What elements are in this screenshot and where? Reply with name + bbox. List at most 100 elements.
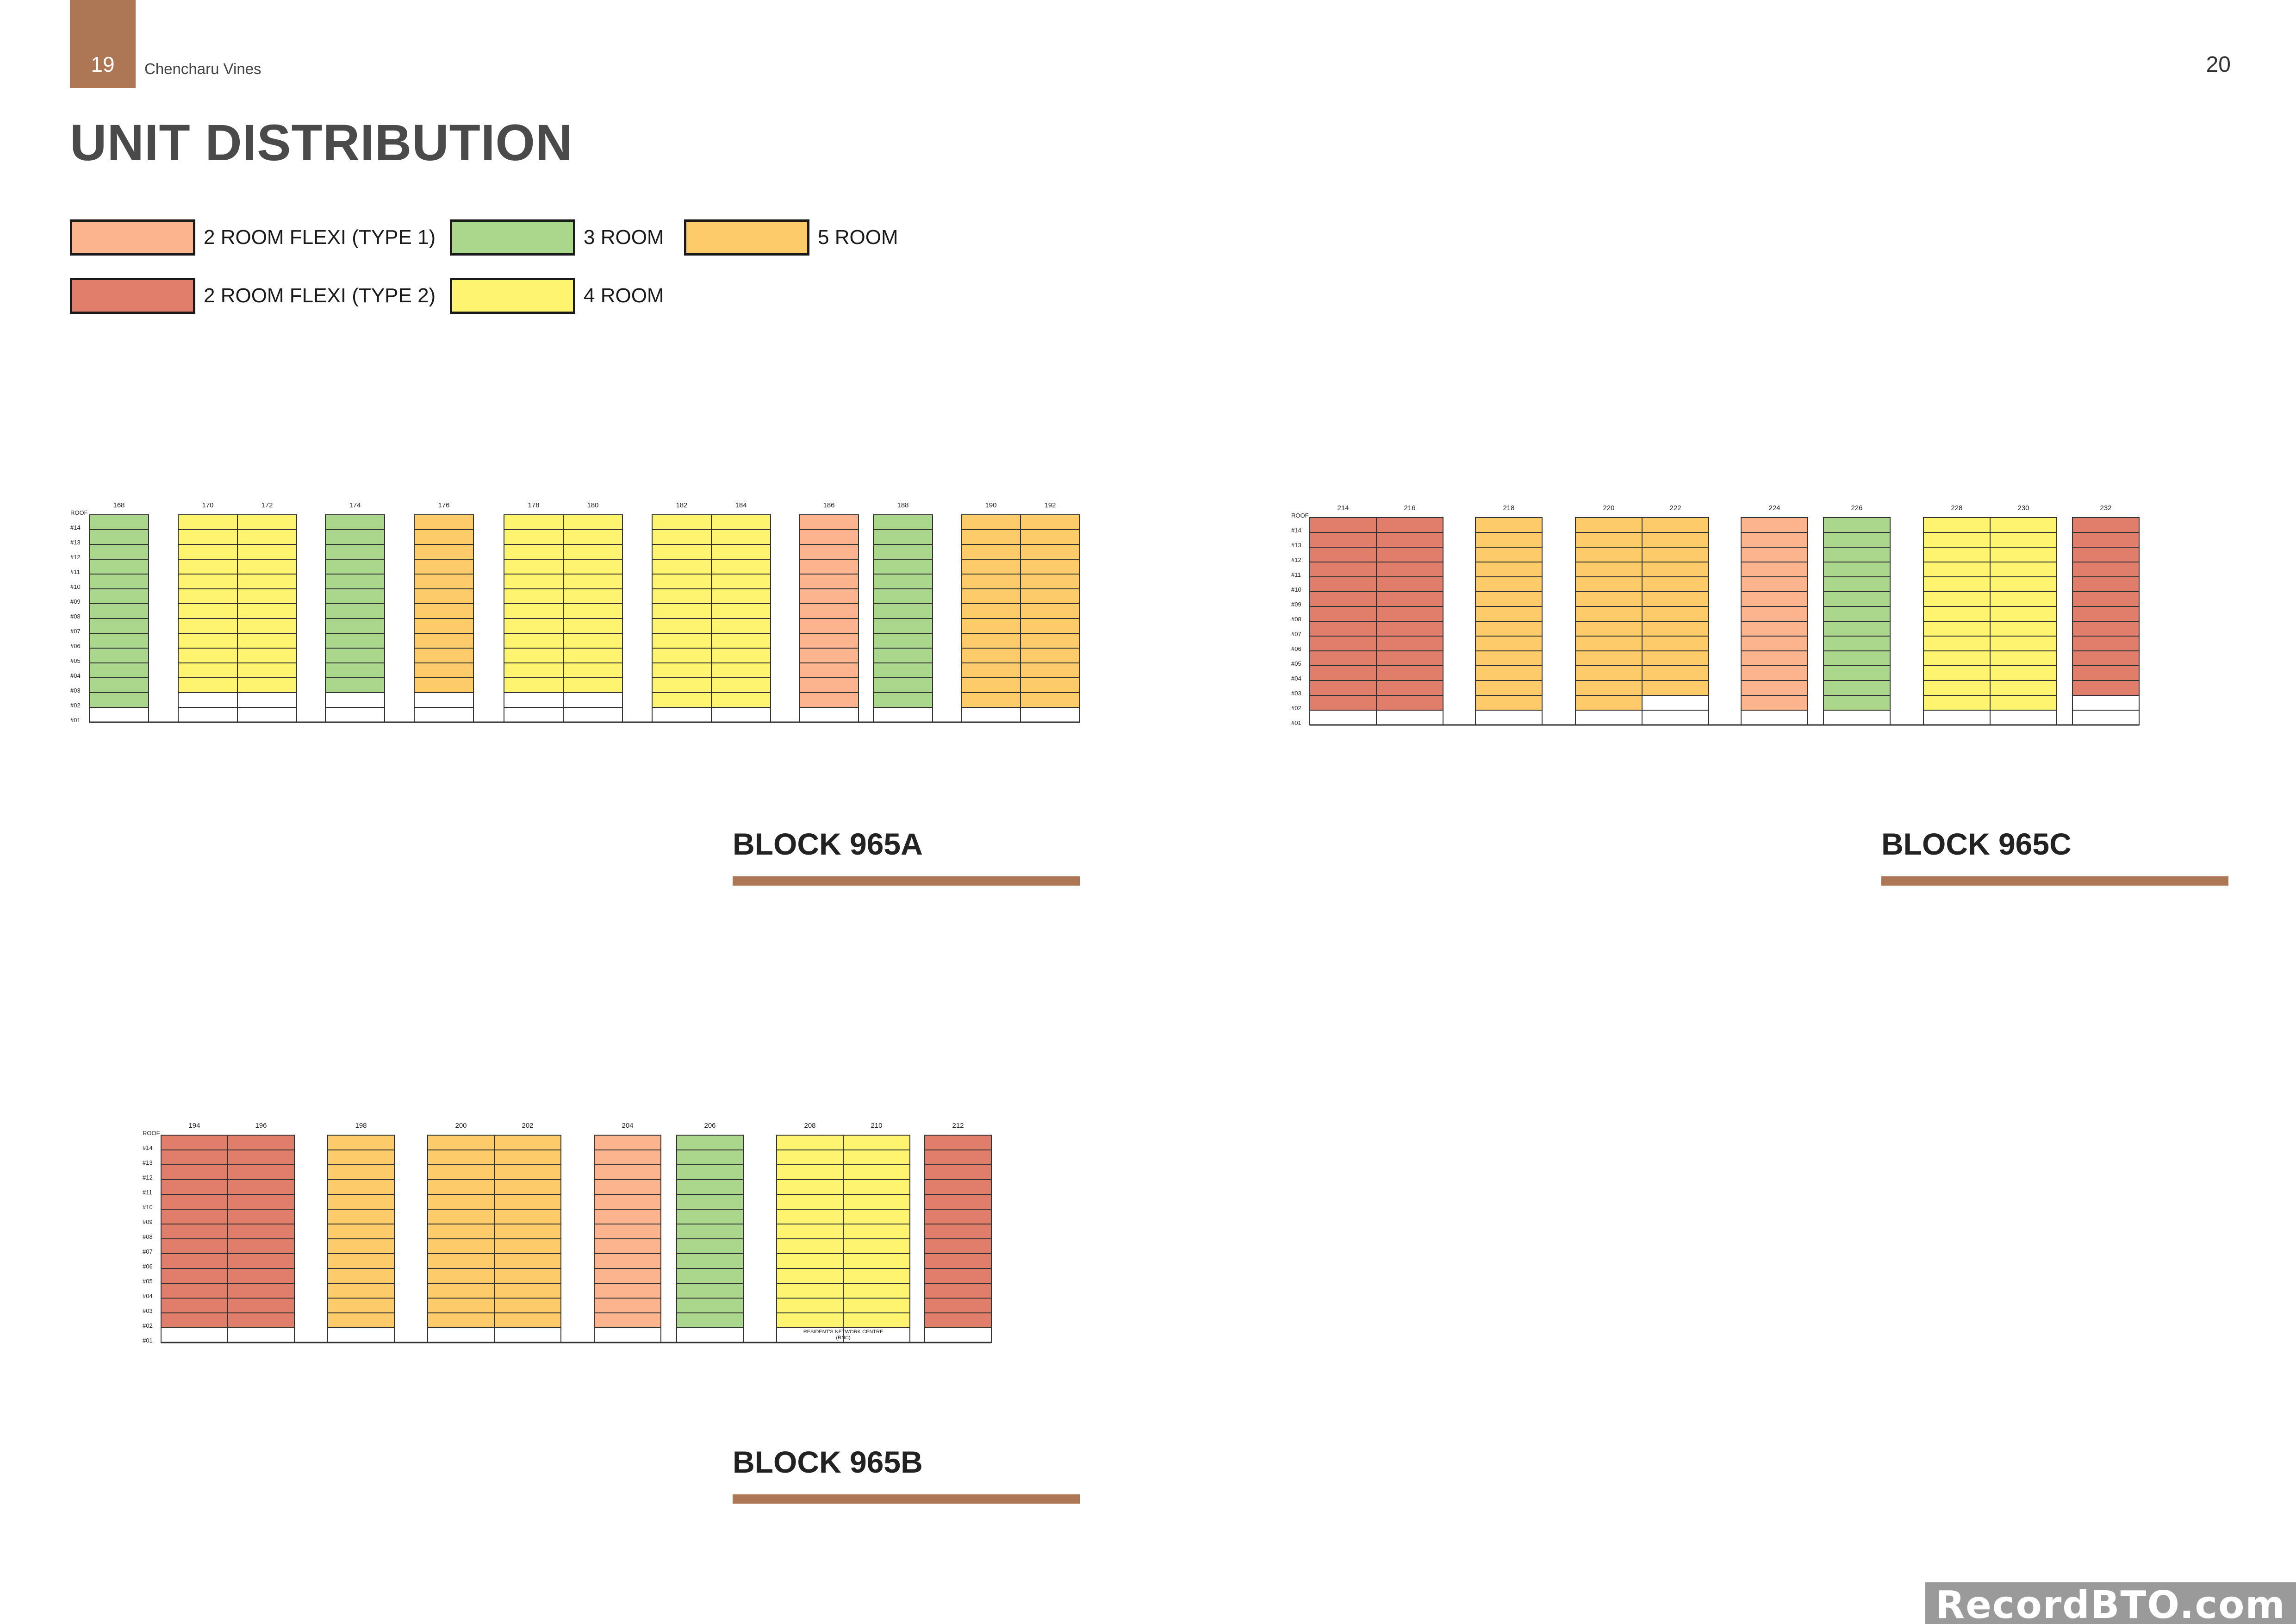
unit-cell	[414, 677, 474, 693]
unit-cell	[1376, 606, 1444, 622]
unit-cell	[1642, 650, 1709, 666]
unit-cell	[427, 1164, 495, 1180]
unit-cell	[1475, 576, 1543, 592]
unit-cell	[1020, 514, 1080, 530]
unit-cell	[1923, 636, 1991, 651]
unit-cell	[327, 1238, 395, 1254]
unit-cell	[427, 1209, 495, 1224]
unit-cell	[1020, 692, 1080, 708]
unit-cell	[1309, 636, 1377, 651]
unit-cell	[776, 1224, 844, 1239]
unit-cell	[799, 707, 859, 723]
unit-cell	[594, 1283, 661, 1299]
floor-label: #08	[70, 613, 81, 620]
floor-label: #14	[1291, 527, 1301, 534]
unit-cell	[178, 559, 238, 575]
floor-label: #02	[70, 702, 81, 709]
legend-swatch-5-room	[684, 219, 809, 256]
unit-cell	[652, 559, 712, 575]
unit-cell	[414, 574, 474, 589]
unit-cell	[1020, 677, 1080, 693]
unit-cell	[594, 1179, 661, 1195]
unit-cell	[563, 677, 623, 693]
unit-cell	[594, 1253, 661, 1269]
unit-cell	[161, 1209, 228, 1224]
unit-cell	[1823, 591, 1891, 607]
unit-cell	[1309, 562, 1377, 577]
unit-cell	[1475, 636, 1543, 651]
block-965c-diagram: ROOF #14 #13 #12 #11 #10 #09 #08 #07 #06 #05 #04 #03…	[1291, 504, 2140, 726]
unit-cell	[1741, 710, 1808, 725]
unit-cell	[563, 514, 623, 530]
unit-cell	[1642, 591, 1709, 607]
unit-cell	[1741, 606, 1808, 622]
unit-cell	[1020, 662, 1080, 678]
unit-cell	[1741, 547, 1808, 562]
stack-label: 196	[255, 1122, 267, 1130]
unit-cell	[178, 618, 238, 634]
unit-cell	[1923, 680, 1991, 696]
stack-label: 180	[587, 501, 598, 509]
unit-cell	[1475, 532, 1543, 548]
unit-cell	[924, 1283, 992, 1299]
unit-cell	[1309, 532, 1377, 548]
unit-cell	[1923, 695, 1991, 711]
stack-label: 200	[455, 1122, 467, 1130]
unit-cell	[1990, 636, 2057, 651]
unit-cell	[843, 1312, 910, 1328]
unit-cell	[1309, 650, 1377, 666]
unit-cell	[1575, 636, 1643, 651]
unit-cell	[1475, 650, 1543, 666]
stack-label: 172	[261, 501, 273, 509]
unit-cell	[799, 677, 859, 693]
unit-cell	[711, 618, 771, 634]
unit-cell	[427, 1194, 495, 1210]
unit-cell	[237, 544, 297, 560]
unit-cell	[325, 514, 385, 530]
unit-cell	[327, 1298, 395, 1313]
unit-cell	[1990, 532, 2057, 548]
unit-cell	[873, 707, 933, 723]
unit-cell	[237, 529, 297, 545]
unit-cell	[1642, 532, 1709, 548]
unit-cell	[711, 662, 771, 678]
unit-cell	[961, 692, 1021, 708]
unit-cell	[961, 662, 1021, 678]
unit-cell	[1575, 576, 1643, 592]
unit-cell	[89, 588, 149, 604]
unit-cell	[1475, 606, 1543, 622]
unit-cell	[2072, 591, 2140, 607]
unit-cell	[1575, 562, 1643, 577]
unit-cell	[1741, 636, 1808, 651]
stack-label: 184	[735, 501, 747, 509]
unit-cell	[961, 544, 1021, 560]
unit-cell	[873, 574, 933, 589]
floor-label: #03	[70, 687, 81, 694]
unit-cell	[676, 1224, 744, 1239]
stack-label: 204	[622, 1122, 633, 1130]
unit-cell	[1575, 710, 1643, 725]
unit-cell	[178, 677, 238, 693]
unit-cell	[1923, 576, 1991, 592]
stack-label: 190	[985, 501, 996, 509]
unit-cell	[711, 677, 771, 693]
unit-cell	[676, 1179, 744, 1195]
unit-cell	[237, 574, 297, 589]
unit-cell	[325, 588, 385, 604]
unit-cell	[327, 1149, 395, 1165]
unit-cell	[1575, 547, 1643, 562]
stack-label: 222	[1669, 504, 1681, 512]
unit-cell	[776, 1164, 844, 1180]
unit-cell	[776, 1149, 844, 1165]
unit-cell	[1823, 606, 1891, 622]
stack-label: 194	[188, 1122, 200, 1130]
unit-cell	[237, 692, 297, 708]
unit-cell	[237, 707, 297, 723]
unit-cell	[711, 707, 771, 723]
unit-cell	[843, 1194, 910, 1210]
unit-cell	[227, 1312, 295, 1328]
unit-cell	[89, 514, 149, 530]
unit-cell	[178, 544, 238, 560]
unit-cell	[1376, 517, 1444, 533]
unit-cell	[227, 1149, 295, 1165]
